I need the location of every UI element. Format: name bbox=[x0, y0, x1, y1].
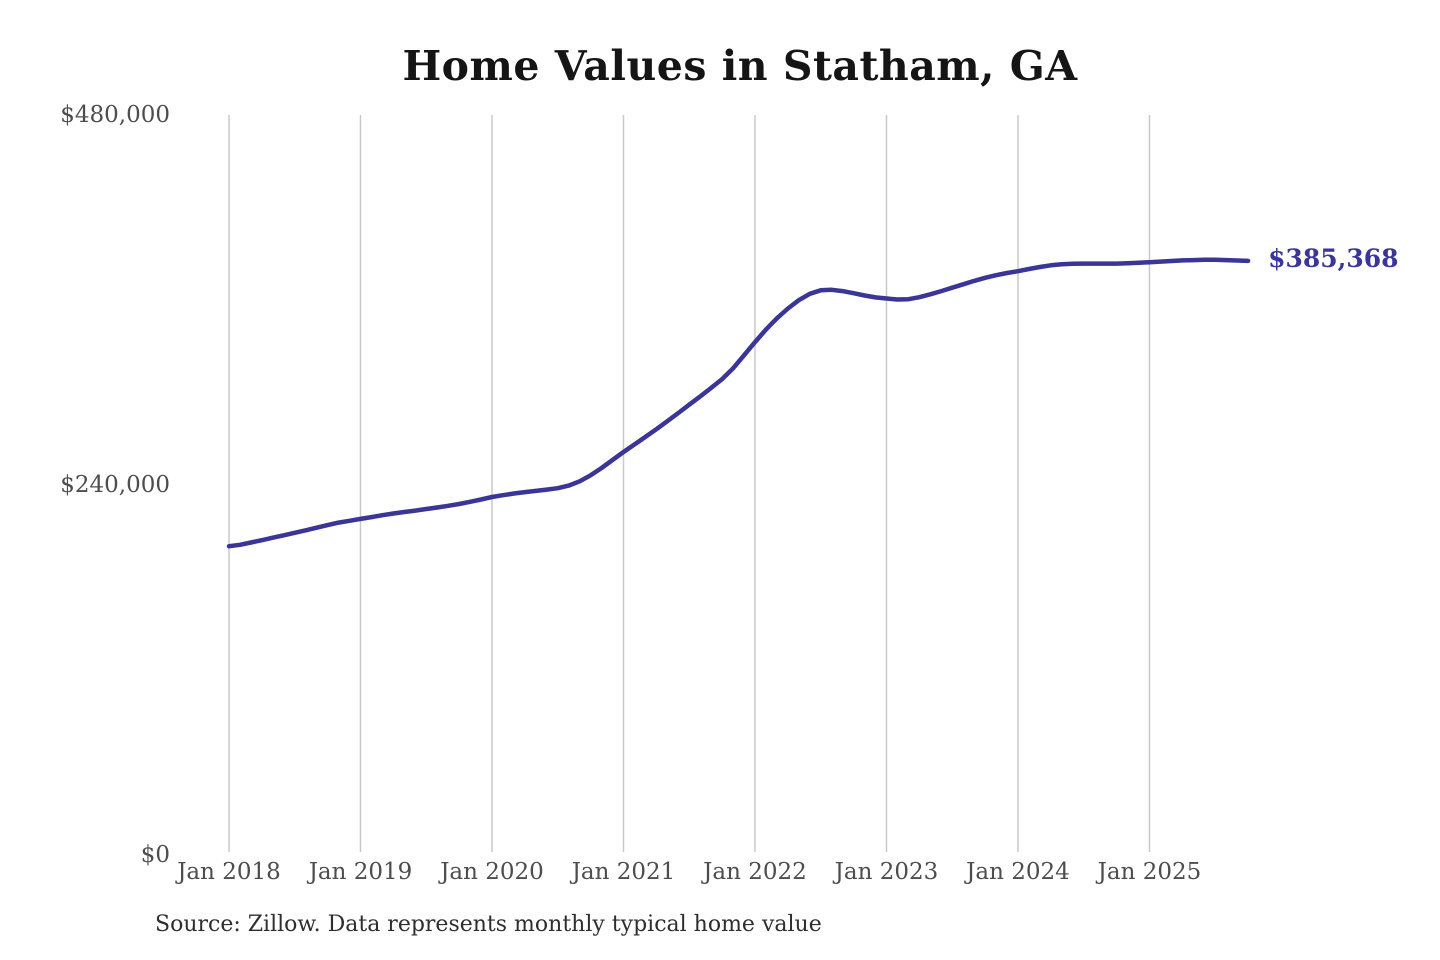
x-axis-tick-label: Jan 2023 bbox=[834, 859, 939, 885]
x-axis-tick-label: Jan 2022 bbox=[703, 859, 807, 885]
home-value-line bbox=[226, 257, 1251, 549]
y-axis-tick-label: $0 bbox=[140, 842, 170, 868]
end-value-label: $385,368 bbox=[1268, 243, 1399, 273]
x-axis-tick-label: Jan 2020 bbox=[440, 859, 544, 885]
chart-title: Home Values in Statham, GA bbox=[402, 42, 1078, 90]
x-axis-tick-label: Jan 2025 bbox=[1097, 859, 1202, 885]
x-axis-tick-label: Jan 2019 bbox=[308, 859, 413, 885]
y-axis-tick-label: $480,000 bbox=[60, 102, 170, 128]
x-axis-tick-label: Jan 2021 bbox=[571, 859, 676, 885]
y-axis-tick-label: $240,000 bbox=[60, 472, 170, 498]
x-axis-tick-label: Jan 2018 bbox=[177, 859, 281, 885]
source-note: Source: Zillow. Data represents monthly … bbox=[155, 912, 822, 937]
x-axis-tick-label: Jan 2024 bbox=[966, 859, 1070, 885]
